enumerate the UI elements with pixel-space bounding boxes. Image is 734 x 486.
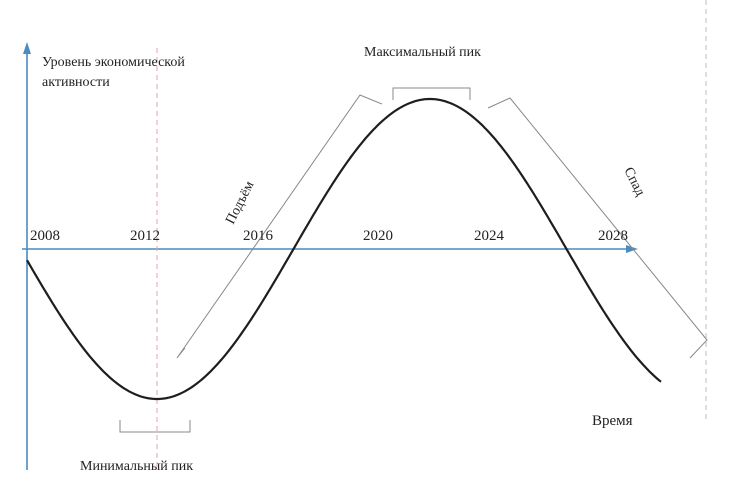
y-axis-label-line1: Уровень экономической: [42, 55, 185, 70]
decline-bracket: [487, 97, 708, 359]
y-axis-arrow: [23, 42, 31, 54]
year-label-2020: 2020: [363, 228, 393, 244]
rise-label: Подъём: [223, 179, 257, 227]
cycle-curve: [26, 97, 662, 401]
year-label-2012: 2012: [130, 228, 160, 244]
decline-label: Спад: [620, 165, 647, 199]
year-label-2028: 2028: [598, 228, 628, 244]
max-peak-label: Максимальный пик: [364, 45, 481, 60]
min-peak-bracket: [119, 420, 191, 433]
year-label-2024: 2024: [474, 228, 505, 244]
year-label-2008: 2008: [30, 228, 60, 244]
max-peak-bracket: [392, 87, 471, 100]
x-axis-label: Время: [592, 413, 633, 429]
y-axis-label-line2: активности: [42, 75, 110, 90]
min-peak-label: Минимальный пик: [80, 459, 193, 474]
x-axis-arrow: [626, 245, 638, 253]
year-label-2016: 2016: [243, 228, 274, 244]
rise-bracket: [176, 94, 383, 359]
